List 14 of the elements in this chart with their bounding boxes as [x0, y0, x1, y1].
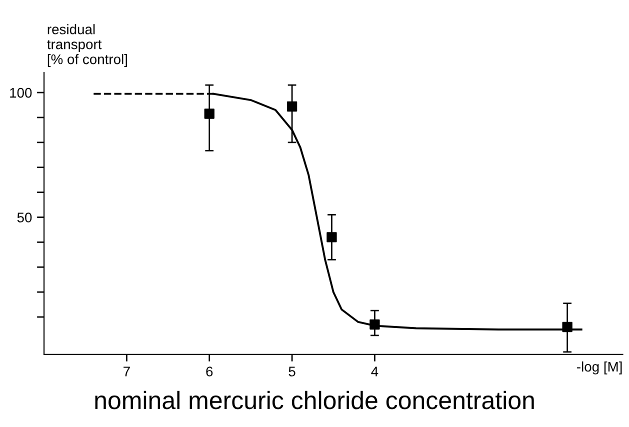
point	[204, 108, 214, 119]
y-tick-label: 50	[17, 212, 32, 222]
point	[370, 319, 380, 330]
point	[326, 232, 337, 242]
x-tick-label: 7	[124, 366, 130, 376]
point	[286, 101, 298, 112]
x-tick-label: 4	[371, 366, 378, 376]
y-axis-title: residual transport [% of control]	[47, 24, 127, 67]
x-tick-label: 6	[206, 366, 213, 376]
x-axis-title: -log [M]	[577, 361, 622, 374]
y-tick-label: 100	[10, 88, 32, 98]
x-tick-label: 5	[288, 366, 296, 376]
text: nominal mercuric chloride concentration	[95, 390, 534, 410]
point	[562, 322, 572, 332]
